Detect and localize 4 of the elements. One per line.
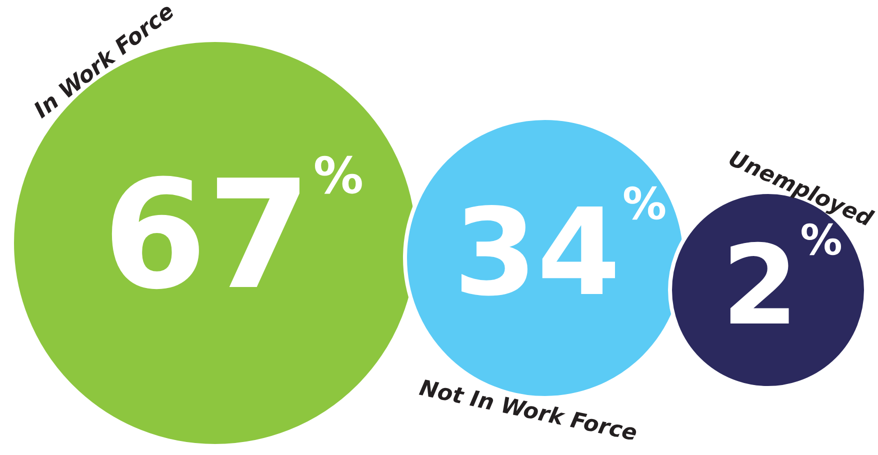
category-label: Not In Work Force — [417, 376, 640, 447]
data-label: 34% — [454, 179, 667, 324]
data-label: 2% — [722, 216, 842, 350]
data-label: 67% — [102, 146, 364, 323]
